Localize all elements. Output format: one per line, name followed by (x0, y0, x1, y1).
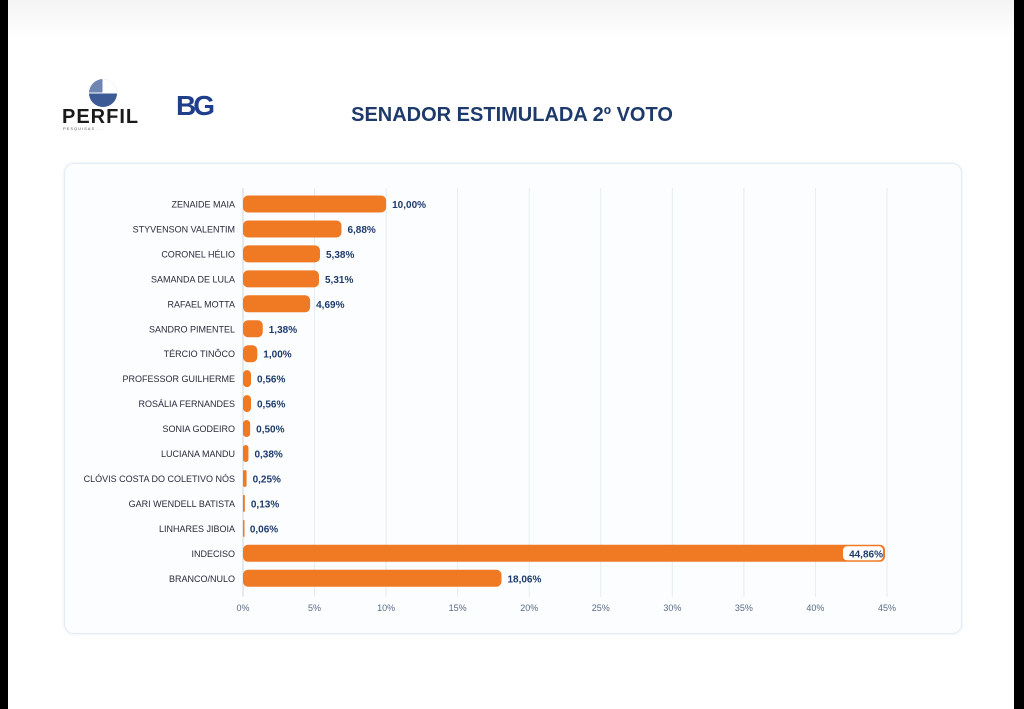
chart-panel: 0% 5% 10% 15% 20% 25% 30% 35% 40% 45% ZENAIDE MAIA… (64, 163, 962, 634)
value-label: 0,06% (250, 524, 278, 535)
bar (243, 195, 387, 213)
bar (243, 494, 245, 512)
x-tick-label: 25% (592, 603, 610, 613)
value-label-background (842, 546, 883, 561)
value-label: 4,69% (316, 300, 344, 311)
value-label: 0,56% (257, 375, 285, 386)
bar (243, 569, 502, 587)
category-label: LUCIANA MANDU (161, 449, 235, 459)
category-label: PROFESSOR GUILHERME (122, 374, 235, 384)
value-label: 44,86% (849, 549, 883, 560)
value-label: 6,88% (347, 225, 375, 236)
value-label: 18,06% (507, 574, 541, 585)
value-label: 0,56% (257, 400, 285, 411)
value-label: 0,13% (251, 499, 279, 510)
bg-logo: BG (176, 90, 215, 121)
category-label: LINHARES JIBOIA (159, 524, 235, 534)
category-label: ZENAIDE MAIA (171, 200, 235, 210)
perfil-globe-icon (89, 79, 117, 107)
category-label: CLÓVIS COSTA DO COLETIVO NÓS (84, 474, 235, 484)
bar (243, 220, 342, 238)
bar (243, 370, 252, 388)
bar (243, 270, 319, 288)
category-label: SONIA GODEIRO (162, 424, 235, 434)
x-tick-label: 5% (308, 603, 321, 613)
perfil-logo-text: PERFIL (62, 106, 140, 128)
bar-chart: 0% 5% 10% 15% 20% 25% 30% 35% 40% 45% ZENAIDE MAIA… (84, 188, 896, 613)
bar (243, 320, 263, 338)
bar (243, 420, 251, 438)
bar (243, 469, 247, 487)
category-label: BRANCO/NULO (169, 574, 235, 584)
category-label: INDECISO (191, 549, 235, 559)
value-label: 1,38% (269, 325, 297, 336)
perfil-logo-tagline: PESQUISAS ... (63, 126, 104, 131)
category-label: SAMANDA DE LULA (151, 274, 235, 284)
value-label: 0,25% (253, 474, 281, 485)
chart-title: SENADOR ESTIMULADA 2º VOTO (351, 104, 673, 126)
category-label: CORONEL HÉLIO (161, 249, 235, 259)
bar (243, 395, 252, 413)
x-tick-label: 40% (806, 603, 824, 613)
bar (243, 295, 311, 313)
right-border (1014, 0, 1024, 709)
x-tick-label: 15% (449, 603, 467, 613)
bar (243, 345, 258, 363)
value-label: 0,38% (254, 450, 282, 461)
x-tick-label: 20% (520, 603, 538, 613)
bar (243, 445, 249, 462)
x-tick-label: 45% (878, 603, 896, 613)
value-label: 1,00% (263, 350, 291, 361)
category-label: SANDRO PIMENTEL (149, 324, 235, 334)
bar (243, 245, 320, 263)
bar (243, 519, 245, 537)
perfil-logo: PERFIL PESQUISAS ... (60, 78, 150, 136)
value-label: 0,50% (256, 425, 284, 436)
value-label: 5,31% (325, 275, 353, 286)
bar (243, 544, 885, 562)
category-label: GARI WENDELL BATISTA (129, 499, 235, 509)
left-border (0, 0, 8, 709)
value-label: 5,38% (326, 250, 354, 261)
category-label: TÉRCIO TINÔCO (164, 349, 235, 359)
x-tick-label: 10% (377, 603, 395, 613)
top-shade (8, 0, 1014, 40)
x-tick-label: 35% (735, 603, 753, 613)
x-tick-label: 0% (236, 603, 249, 613)
category-label: RAFAEL MOTTA (167, 299, 235, 309)
value-label: 10,00% (392, 200, 426, 211)
category-label: ROSÁLIA FERNANDES (138, 399, 235, 409)
category-label: STYVENSON VALENTIM (133, 224, 235, 234)
x-tick-label: 30% (663, 603, 681, 613)
